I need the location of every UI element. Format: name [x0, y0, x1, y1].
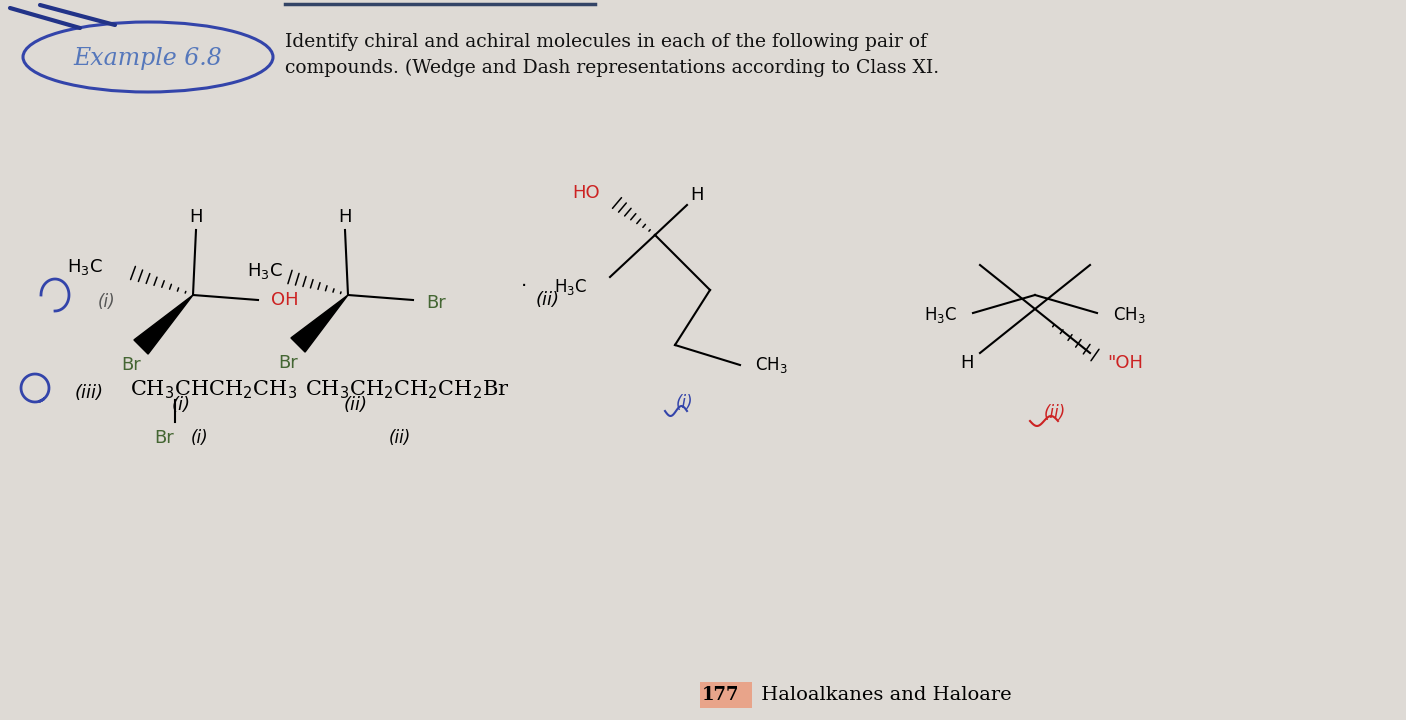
- Text: (i): (i): [172, 396, 190, 414]
- Polygon shape: [291, 295, 349, 352]
- Text: 177: 177: [702, 686, 740, 704]
- FancyBboxPatch shape: [700, 682, 752, 708]
- Text: (ii): (ii): [344, 396, 368, 414]
- Text: CH$_3$: CH$_3$: [1114, 305, 1146, 325]
- Text: CH$_3$: CH$_3$: [755, 355, 787, 375]
- Text: H$_3$C: H$_3$C: [247, 261, 283, 281]
- Text: CH$_3$CH$_2$CH$_2$CH$_2$Br: CH$_3$CH$_2$CH$_2$CH$_2$Br: [305, 379, 509, 401]
- Text: (ii): (ii): [536, 291, 560, 309]
- Text: (i): (i): [191, 429, 209, 447]
- Text: H: H: [339, 208, 352, 226]
- Text: Identify chiral and achiral molecules in each of the following pair of: Identify chiral and achiral molecules in…: [285, 33, 927, 51]
- Text: H$_3$C: H$_3$C: [554, 277, 586, 297]
- Polygon shape: [134, 295, 193, 354]
- Text: (i): (i): [676, 394, 693, 412]
- Text: (ii): (ii): [389, 429, 411, 447]
- Text: H: H: [690, 186, 704, 204]
- Text: H: H: [960, 354, 974, 372]
- Text: (iii): (iii): [75, 384, 104, 402]
- Text: compounds. (Wedge and Dash representations according to Class XI.: compounds. (Wedge and Dash representatio…: [285, 59, 939, 77]
- Text: Haloalkanes and Haloare: Haloalkanes and Haloare: [755, 686, 1012, 704]
- Text: "OH: "OH: [1107, 354, 1143, 372]
- Text: Example 6.8: Example 6.8: [73, 47, 222, 70]
- Text: H$_3$C: H$_3$C: [924, 305, 957, 325]
- Text: OH: OH: [271, 291, 298, 309]
- Text: HO: HO: [572, 184, 600, 202]
- Text: .: .: [520, 271, 527, 289]
- Text: (ii): (ii): [1043, 404, 1066, 422]
- Text: H: H: [190, 208, 202, 226]
- Text: (i): (i): [98, 293, 115, 311]
- Text: Br: Br: [155, 429, 174, 447]
- Text: Br: Br: [121, 356, 141, 374]
- Text: Br: Br: [426, 294, 446, 312]
- Text: Br: Br: [278, 354, 298, 372]
- Text: H$_3$C: H$_3$C: [67, 257, 103, 277]
- Text: CH$_3$CHCH$_2$CH$_3$: CH$_3$CHCH$_2$CH$_3$: [129, 379, 297, 401]
